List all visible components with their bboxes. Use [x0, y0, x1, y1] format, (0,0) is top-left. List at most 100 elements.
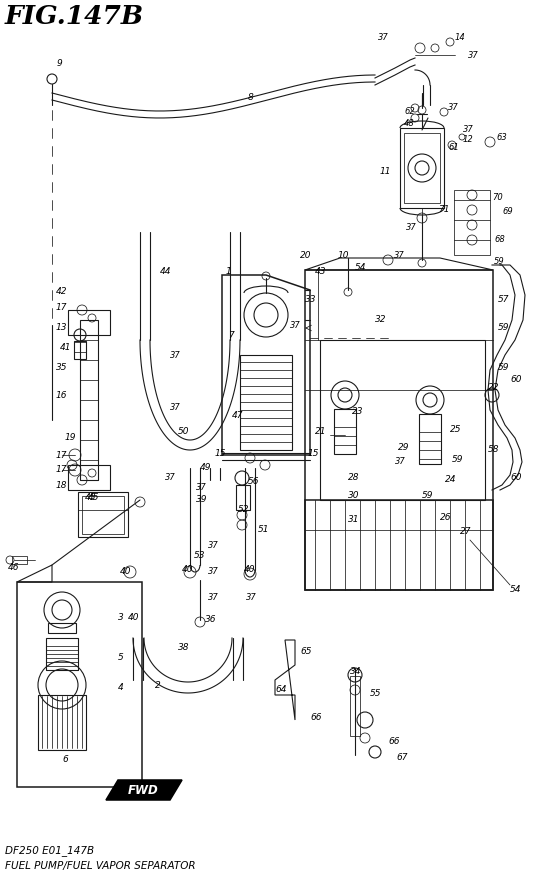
- Text: 45: 45: [85, 494, 96, 502]
- Text: 40: 40: [128, 614, 139, 623]
- Text: 32: 32: [375, 315, 386, 324]
- Bar: [419, 414, 441, 464]
- Text: 64: 64: [275, 685, 287, 695]
- Text: 31: 31: [348, 516, 360, 525]
- Text: 54: 54: [510, 585, 521, 594]
- Text: 60: 60: [510, 473, 521, 482]
- Text: FIG.147B: FIG.147B: [5, 4, 144, 29]
- Text: 37: 37: [208, 540, 219, 549]
- Text: 9: 9: [57, 58, 63, 67]
- Text: 10: 10: [338, 251, 349, 260]
- Bar: [404, 133, 440, 203]
- Text: 40: 40: [182, 565, 194, 575]
- Text: 37: 37: [208, 593, 219, 602]
- Text: 66: 66: [310, 713, 321, 722]
- Text: 38: 38: [178, 644, 189, 653]
- Text: 20: 20: [300, 251, 311, 260]
- Bar: [320, 340, 485, 500]
- Text: 55: 55: [370, 690, 381, 698]
- Text: 59: 59: [498, 364, 510, 373]
- Text: 57: 57: [498, 296, 510, 305]
- Text: 17: 17: [56, 465, 68, 474]
- Bar: [46, 638, 78, 670]
- Text: 8: 8: [248, 94, 254, 102]
- Text: 71: 71: [438, 206, 450, 215]
- Text: 59: 59: [498, 323, 510, 333]
- Bar: [78, 492, 128, 537]
- Text: 50: 50: [178, 427, 189, 436]
- Bar: [48, 623, 76, 633]
- Text: 29: 29: [398, 443, 409, 452]
- Text: 28: 28: [348, 473, 360, 482]
- Text: 70: 70: [492, 192, 503, 201]
- Text: 25: 25: [450, 426, 461, 434]
- Text: 58: 58: [488, 446, 500, 455]
- Text: 16: 16: [56, 390, 68, 399]
- Text: 40: 40: [120, 568, 132, 577]
- Text: FWD: FWD: [128, 783, 158, 796]
- Text: 7: 7: [228, 330, 234, 339]
- Text: 3: 3: [118, 614, 124, 623]
- Text: 37: 37: [395, 457, 406, 466]
- Bar: [334, 409, 356, 454]
- Text: 52: 52: [238, 505, 250, 515]
- Text: 37: 37: [246, 593, 256, 602]
- Text: 69: 69: [502, 208, 513, 216]
- Text: 37: 37: [468, 50, 479, 59]
- Text: 63: 63: [496, 133, 507, 142]
- Text: 1: 1: [226, 268, 232, 276]
- Text: 48: 48: [404, 119, 415, 129]
- Bar: [68, 310, 110, 335]
- Text: 6: 6: [62, 756, 68, 765]
- Text: 30: 30: [348, 490, 360, 500]
- Text: FUEL PUMP/FUEL VAPOR SEPARATOR: FUEL PUMP/FUEL VAPOR SEPARATOR: [5, 861, 195, 871]
- Text: 44: 44: [160, 268, 171, 276]
- Text: 37: 37: [196, 484, 207, 493]
- Text: 35: 35: [56, 364, 68, 373]
- Bar: [305, 500, 493, 590]
- Text: 59: 59: [452, 456, 464, 464]
- Text: 37: 37: [170, 404, 181, 412]
- Text: 37: 37: [463, 125, 474, 134]
- Text: 17: 17: [56, 304, 68, 313]
- Text: 12: 12: [463, 135, 474, 145]
- Text: 18: 18: [56, 480, 68, 489]
- Text: 54: 54: [355, 263, 366, 273]
- Text: 49: 49: [200, 464, 212, 472]
- Text: 23: 23: [352, 407, 363, 417]
- Text: 34: 34: [350, 668, 362, 676]
- Text: 15: 15: [308, 449, 320, 457]
- Text: 4: 4: [118, 683, 124, 692]
- Text: 37: 37: [378, 34, 389, 42]
- Text: 40: 40: [244, 565, 255, 575]
- Bar: [82, 496, 124, 534]
- Bar: [17, 582, 142, 787]
- Text: 11: 11: [380, 168, 391, 177]
- Text: 33: 33: [305, 296, 316, 305]
- Bar: [80, 320, 98, 480]
- Text: 17: 17: [56, 450, 68, 459]
- Text: 56: 56: [248, 478, 259, 487]
- Text: 47: 47: [232, 411, 244, 419]
- Bar: [305, 270, 493, 590]
- Text: 39: 39: [196, 495, 208, 504]
- Text: 15: 15: [215, 449, 226, 457]
- Bar: [400, 128, 444, 208]
- Text: 26: 26: [440, 514, 451, 523]
- Text: 37: 37: [448, 103, 459, 112]
- Text: 61: 61: [448, 144, 459, 153]
- Text: 59: 59: [422, 490, 433, 500]
- Text: 41: 41: [60, 343, 72, 352]
- Bar: [12, 556, 27, 564]
- Text: 37: 37: [208, 568, 219, 577]
- Bar: [68, 465, 110, 490]
- Bar: [240, 355, 292, 450]
- Text: 13: 13: [56, 323, 68, 333]
- Bar: [236, 485, 250, 510]
- Text: 37: 37: [170, 351, 181, 359]
- Bar: [38, 695, 86, 750]
- Text: 37: 37: [394, 251, 405, 260]
- Text: 68: 68: [494, 236, 505, 245]
- Text: 66: 66: [388, 737, 399, 746]
- Text: 42: 42: [56, 288, 68, 297]
